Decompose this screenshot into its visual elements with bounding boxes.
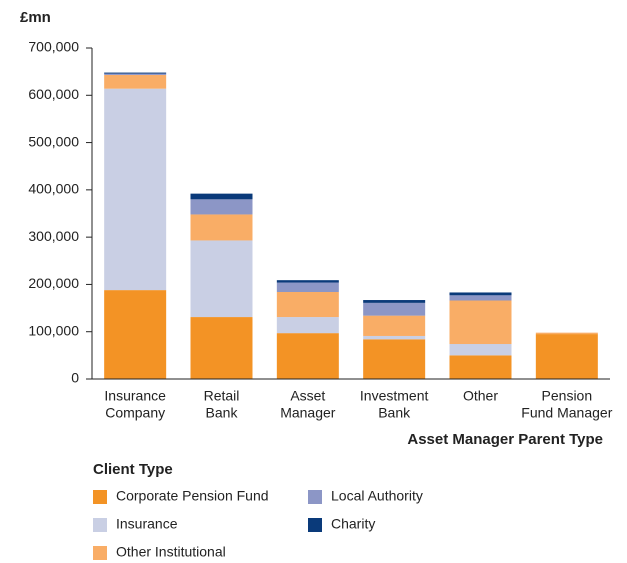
x-tick-label: Retail [204, 388, 240, 404]
x-tick-label: Asset [290, 388, 325, 404]
bar-segment [190, 199, 253, 215]
bar-segment [190, 214, 253, 241]
bar-segment [190, 240, 253, 318]
y-tick-label: 0 [71, 370, 79, 386]
bar-segment [276, 333, 339, 379]
legend-swatch [93, 518, 107, 532]
y-tick-label: 700,000 [28, 39, 79, 55]
x-tick-label: Other [463, 388, 498, 404]
x-tick-label: Fund Manager [521, 405, 612, 421]
legend-label: Other Institutional [116, 544, 226, 560]
bar-segment [449, 292, 512, 296]
bar-segment [190, 193, 253, 200]
x-tick-label: Pension [542, 388, 593, 404]
bar-segment [363, 339, 426, 379]
legend-label: Corporate Pension Fund [116, 488, 269, 504]
legend-label: Insurance [116, 516, 178, 532]
bar-segment [276, 280, 339, 283]
x-tick-label: Insurance [104, 388, 166, 404]
legend-swatch [308, 490, 322, 504]
x-tick-label: Bank [378, 405, 411, 421]
legend-swatch [93, 546, 107, 560]
bar-segment [535, 334, 598, 379]
bar-segment [276, 317, 339, 334]
x-tick-label: Investment [360, 388, 429, 404]
y-tick-label: 300,000 [28, 228, 79, 244]
legend-label: Charity [331, 516, 375, 532]
bar-segment [449, 295, 512, 301]
bar-segment [104, 72, 167, 74]
y-unit-label: £mn [20, 9, 51, 26]
bar-segment [104, 88, 167, 291]
legend-swatch [308, 518, 322, 532]
x-tick-label: Manager [280, 405, 336, 421]
x-tick-label: Company [105, 405, 165, 421]
bar-segment [363, 335, 426, 340]
y-tick-label: 600,000 [28, 86, 79, 102]
legend-title: Client Type [93, 461, 173, 478]
bar-segment [449, 344, 512, 356]
bar-segment [363, 315, 426, 336]
bar-segment [190, 317, 253, 379]
bar-segment [276, 291, 339, 318]
bar-segment [449, 355, 512, 379]
bar-segment [535, 332, 598, 335]
bar-segment [104, 290, 167, 379]
bar-segment [104, 74, 167, 89]
y-tick-label: 500,000 [28, 133, 79, 149]
x-tick-label: Bank [206, 405, 239, 421]
x-axis-title: Asset Manager Parent Type [407, 431, 603, 448]
y-tick-label: 100,000 [28, 322, 79, 338]
bar-segment [363, 302, 426, 316]
legend-label: Local Authority [331, 488, 423, 504]
legend-swatch [93, 490, 107, 504]
bar-segment [276, 282, 339, 292]
y-tick-label: 400,000 [28, 181, 79, 197]
bar-segment [363, 300, 426, 303]
bar-segment [449, 300, 512, 345]
bar-segment [104, 73, 167, 75]
y-tick-label: 200,000 [28, 275, 79, 291]
